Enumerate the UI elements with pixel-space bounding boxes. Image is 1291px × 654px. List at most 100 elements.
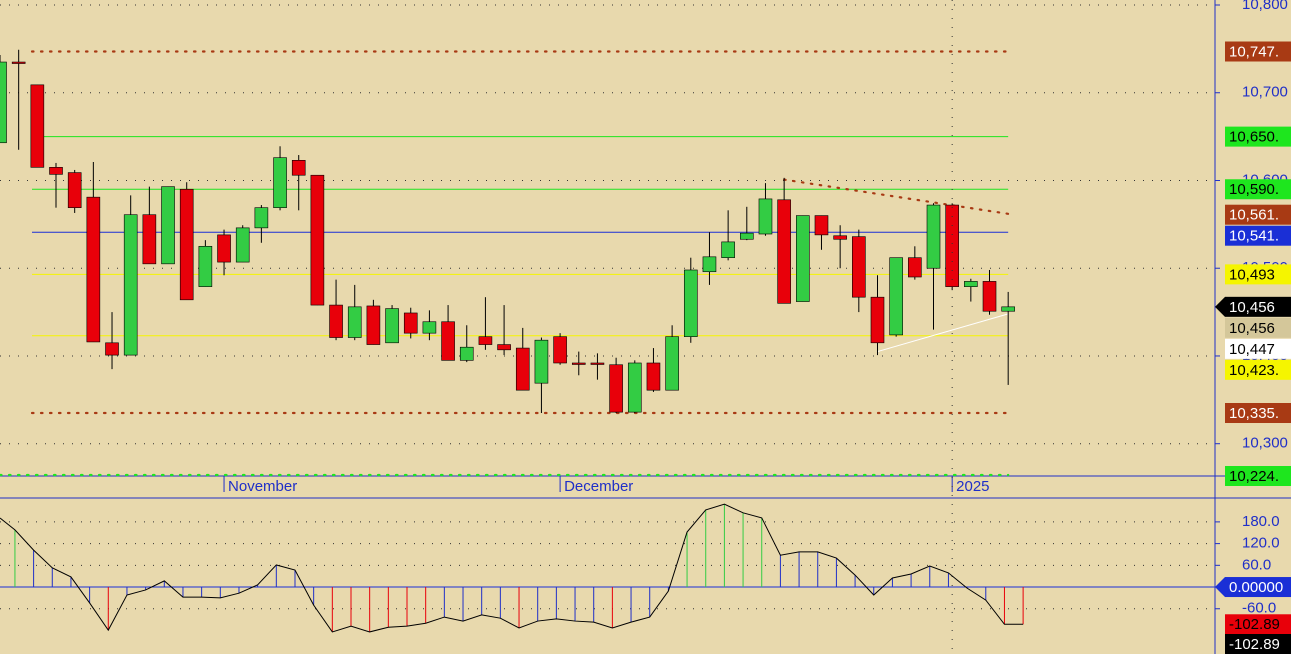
value-label: 10,335. <box>1229 405 1279 422</box>
candle-body <box>571 362 586 365</box>
candle-body <box>86 196 101 343</box>
candle-body <box>385 308 399 344</box>
x-marker-label: 2025 <box>956 478 989 495</box>
candle-body <box>123 214 138 356</box>
candle-body <box>646 362 661 391</box>
value-label: 10,541. <box>1229 228 1279 245</box>
candle-body <box>0 61 7 144</box>
candle-body <box>926 204 941 269</box>
candle-body <box>964 281 978 287</box>
candle-body <box>291 160 306 176</box>
value-label-box <box>1225 317 1291 338</box>
value-label-box <box>1225 296 1291 317</box>
candle-body <box>497 344 511 351</box>
candle-body <box>945 204 959 287</box>
candle-body <box>310 174 325 306</box>
candle-body <box>702 256 717 273</box>
candle-body <box>30 84 45 168</box>
candle-body <box>534 339 549 384</box>
candle-body <box>609 364 623 413</box>
value-label: 10,456 <box>1229 299 1275 316</box>
value-label-box <box>1225 225 1291 246</box>
candle-body <box>739 232 754 240</box>
value-label: 10,747. <box>1229 43 1279 60</box>
candle-body <box>403 312 418 334</box>
candle-body <box>889 257 903 336</box>
value-label: 10,493 <box>1229 266 1275 283</box>
value-label: 10,561. <box>1229 207 1279 224</box>
y-tick-label: 10,300 <box>1242 435 1288 452</box>
candle-body <box>329 304 343 338</box>
value-label-box <box>1225 466 1291 486</box>
value-label-box <box>1225 614 1291 635</box>
value-label-box <box>1225 204 1291 225</box>
candle-body <box>198 245 213 287</box>
value-label: -102.89 <box>1229 636 1280 653</box>
candle-body <box>553 336 567 364</box>
candle-body <box>852 236 866 298</box>
value-label-box <box>1225 577 1291 598</box>
candle-body <box>459 346 474 361</box>
candle-body <box>721 241 735 258</box>
candle-body <box>105 342 119 356</box>
candle-body <box>833 235 847 240</box>
value-label: 10,650. <box>1229 129 1279 146</box>
candle-body <box>49 167 63 175</box>
y-tick-label: 10,800 <box>1242 0 1288 13</box>
candle-body <box>422 321 437 334</box>
value-label-box <box>1225 179 1291 200</box>
oscillator-line <box>0 503 1024 633</box>
candle-body <box>217 234 231 263</box>
candle-body <box>441 321 455 361</box>
candle-body <box>1001 306 1015 312</box>
candle-body <box>142 214 157 265</box>
x-marker-label: November <box>228 478 297 495</box>
candle-body <box>11 61 26 64</box>
candle-body <box>627 362 642 413</box>
trend-line <box>783 178 1010 215</box>
y-tick-label: 60.0 <box>1242 556 1271 573</box>
value-label-box <box>1225 126 1291 147</box>
candle-body <box>908 257 922 278</box>
value-label: 10,447 <box>1229 341 1275 358</box>
value-label-box <box>1225 634 1291 654</box>
candle-body <box>683 269 698 337</box>
candle-body <box>179 188 194 301</box>
candle-body <box>235 227 250 263</box>
candle-body <box>515 347 530 391</box>
value-label-box <box>1225 264 1291 285</box>
value-label: 0.00000 <box>1229 579 1283 596</box>
y-tick-label: 10,700 <box>1242 84 1288 101</box>
candle-body <box>758 198 773 235</box>
trend-line <box>877 313 1009 353</box>
candle-body <box>347 306 362 338</box>
value-label-box <box>1225 359 1291 380</box>
y-tick-label: 120.0 <box>1242 535 1280 552</box>
candle-body <box>796 215 810 302</box>
value-label-box <box>1225 41 1291 62</box>
candle-body <box>870 296 885 344</box>
candle-body <box>366 305 381 345</box>
candle-body <box>590 362 605 365</box>
value-label: 10,423. <box>1229 362 1279 379</box>
candle-body <box>273 157 287 208</box>
x-marker-label: December <box>564 478 633 495</box>
value-label-box <box>1225 403 1291 424</box>
y-tick-label: -60.0 <box>1242 600 1276 617</box>
value-label-box <box>1225 338 1291 359</box>
candle-body <box>777 199 791 304</box>
y-tick-label: 180.0 <box>1242 513 1280 530</box>
value-label: -102.89 <box>1229 616 1280 633</box>
value-label: 10,224. <box>1229 468 1279 485</box>
candle-body <box>478 336 493 345</box>
label-pointer <box>1215 577 1225 598</box>
label-pointer <box>1215 296 1225 317</box>
candle-body <box>814 215 829 236</box>
value-label: 10,590. <box>1229 181 1279 198</box>
candle-body <box>665 336 679 391</box>
value-label: 10,456 <box>1229 320 1275 337</box>
candle-body <box>161 186 175 265</box>
candle-body <box>982 281 997 312</box>
